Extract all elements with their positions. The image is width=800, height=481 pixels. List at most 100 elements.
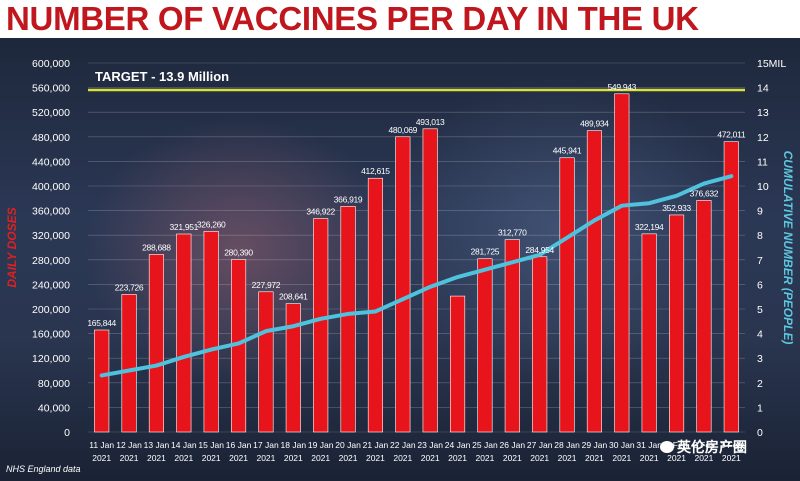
y-tick-label: 320,000 [32, 230, 70, 242]
y2-tick-label: 5 [757, 304, 763, 316]
bar-value-label: 326,260 [197, 219, 226, 229]
y2-tick-label: 14 [757, 83, 769, 95]
x-tick-year: 2021 [722, 453, 741, 463]
bar [94, 329, 110, 433]
y2-tick-label: 6 [757, 279, 763, 291]
x-tick-label: 13 Jan [144, 440, 170, 450]
x-tick-year: 2021 [202, 453, 221, 463]
bar [504, 239, 520, 433]
bar [641, 233, 657, 433]
bar-value-label: 549,943 [607, 82, 636, 92]
y2-tick-label: 7 [757, 255, 763, 267]
bar-value-label: 227,972 [252, 280, 281, 290]
bar-value-label: 223,726 [115, 282, 144, 292]
x-tick-year: 2021 [585, 453, 604, 463]
y2-tick-label: 3 [757, 353, 763, 365]
bar [559, 157, 575, 433]
x-tick-year: 2021 [503, 453, 522, 463]
bar [176, 233, 192, 433]
y-tick-label: 80,000 [38, 378, 70, 390]
bar-value-label: 288,688 [142, 242, 171, 252]
target-label: TARGET - 13.9 Million [95, 69, 229, 84]
wechat-icon [660, 441, 674, 453]
bar [450, 295, 466, 433]
x-tick-label: 27 Jan [527, 440, 553, 450]
x-tick-label: 16 Jan [226, 440, 252, 450]
bar [285, 303, 301, 433]
y2-tick-label: 0 [757, 427, 763, 439]
y2-tick-label: 9 [757, 206, 763, 218]
bar-value-label: 284,954 [525, 245, 554, 255]
x-tick-label: 20 Jan [335, 440, 361, 450]
bar-value-label: 445,941 [553, 146, 582, 156]
bar-value-label: 322,194 [635, 222, 664, 232]
bar [148, 254, 164, 433]
y2-tick-label: 2 [757, 378, 763, 390]
x-tick-label: 22 Jan [390, 440, 416, 450]
bar-value-label: 489,934 [580, 119, 609, 129]
bar-value-label: 366,919 [334, 194, 363, 204]
bar [422, 128, 438, 433]
x-tick-label: 1 Feb [666, 440, 688, 450]
x-tick-label: 30 Jan [609, 440, 635, 450]
y2-tick-label: 11 [757, 156, 768, 168]
y-tick-label: 360,000 [32, 206, 70, 218]
bar [532, 256, 548, 433]
bar-value-label: 493,013 [416, 117, 445, 127]
x-tick-label: 21 Jan [363, 440, 389, 450]
bar [395, 136, 411, 433]
cumulative-line [99, 174, 734, 378]
x-tick-year: 2021 [311, 453, 330, 463]
y2-tick-label: 4 [757, 329, 763, 341]
source-note: NHS England data [6, 464, 81, 474]
bar-value-label: 165,844 [87, 318, 116, 328]
x-tick-label: 28 Jan [554, 440, 580, 450]
y-axis-label: DAILY DOSES [5, 207, 19, 287]
bar [614, 93, 630, 433]
bar-value-label: 321,951 [169, 222, 198, 232]
x-tick-label: 11 Jan [89, 440, 114, 450]
bar-value-label: 376,632 [690, 188, 719, 198]
y2-tick-label: 13 [757, 107, 769, 119]
y-tick-label: 480,000 [32, 132, 70, 144]
x-tick-year: 2021 [92, 453, 111, 463]
bar-value-label: 346,922 [306, 207, 335, 217]
x-tick-label: 19 Jan [308, 440, 334, 450]
x-tick-year: 2021 [421, 453, 440, 463]
x-tick-year: 2021 [393, 453, 412, 463]
bar-value-label: 412,615 [361, 166, 390, 176]
bar [367, 177, 383, 433]
bar-value-label: 208,641 [279, 292, 308, 302]
y2-tick-label: 12 [757, 132, 769, 144]
y2-tick-label: 8 [757, 230, 763, 242]
bar [121, 294, 137, 433]
bar [340, 206, 356, 433]
y2-axis-label: CUMULATIVE NUMBER (PEOPLE) [781, 151, 795, 345]
x-tick-year: 2021 [475, 453, 494, 463]
watermark: 英伦房产圈 [660, 437, 747, 457]
x-tick-year: 2021 [558, 453, 577, 463]
y-tick-label: 40,000 [38, 402, 70, 414]
x-tick-year: 2021 [530, 453, 549, 463]
y-tick-label: 240,000 [32, 279, 70, 291]
x-tick-year: 2021 [667, 453, 686, 463]
y-tick-label: 400,000 [32, 181, 70, 193]
x-tick-label: 2 Feb [693, 440, 715, 450]
y-tick-label: 120,000 [32, 353, 70, 365]
x-tick-year: 2021 [147, 453, 166, 463]
x-tick-label: 23 Jan [417, 440, 443, 450]
x-tick-year: 2021 [120, 453, 139, 463]
x-tick-year: 2021 [256, 453, 275, 463]
x-tick-year: 2021 [612, 453, 631, 463]
x-tick-label: 31 Jan [636, 440, 662, 450]
bar [669, 214, 685, 433]
x-tick-label: 15 Jan [198, 440, 224, 450]
bar-value-label: 312,770 [498, 228, 527, 238]
bar [696, 200, 712, 433]
bar-value-label: 480,069 [388, 125, 417, 135]
page-title: NUMBER OF VACCINES PER DAY IN THE UK [0, 0, 800, 38]
bar [258, 291, 274, 433]
bar [586, 130, 602, 433]
x-tick-year: 2021 [448, 453, 467, 463]
x-tick-label: 24 Jan [445, 440, 471, 450]
